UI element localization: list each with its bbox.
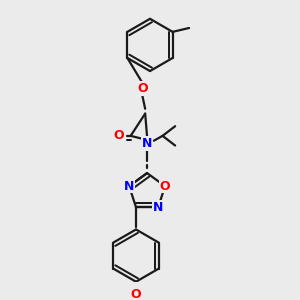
Text: O: O — [160, 180, 170, 193]
Text: O: O — [114, 129, 124, 142]
Text: O: O — [137, 82, 148, 95]
Text: N: N — [142, 137, 152, 150]
Text: N: N — [153, 201, 164, 214]
Text: N: N — [124, 180, 134, 193]
Text: O: O — [131, 288, 141, 300]
